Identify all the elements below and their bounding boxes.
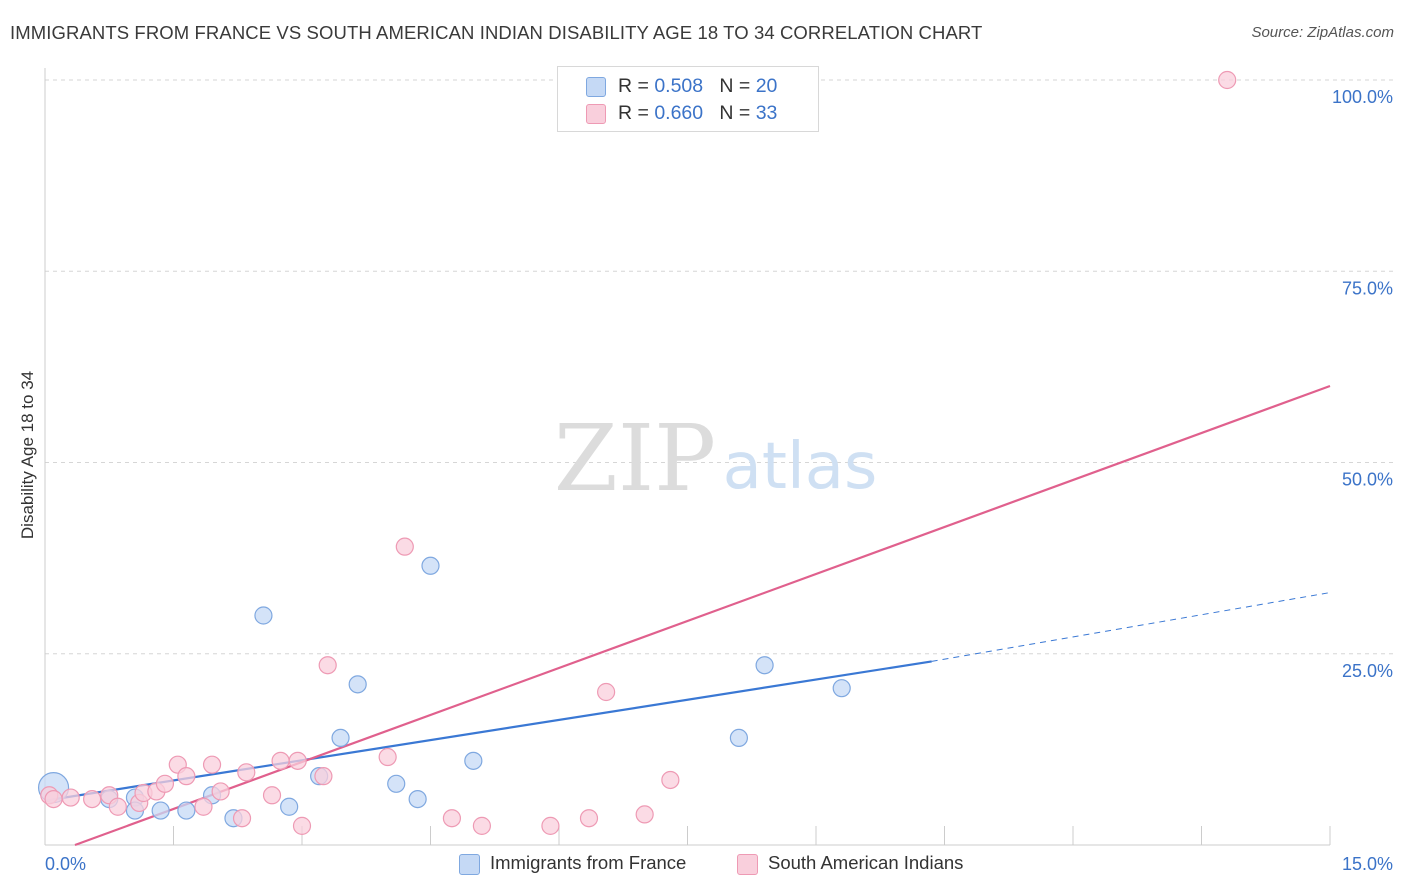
x-tick-label: 0.0% <box>45 854 86 874</box>
france-point <box>151 801 170 820</box>
watermark-zip: ZIP <box>554 405 716 512</box>
y-tick-label: 25.0% <box>1342 661 1393 681</box>
source-label: Source: ZipAtlas.com <box>1251 24 1394 41</box>
legend-text-sai: R = 0.660 N = 33 <box>618 102 777 125</box>
sai-point <box>232 809 252 828</box>
sai-point <box>44 789 63 809</box>
legend-n-label: N = <box>719 75 756 97</box>
france-point <box>755 656 774 675</box>
sai-point <box>1218 70 1237 90</box>
legend-swatch-blue <box>586 77 606 97</box>
correlation-legend: R = 0.508 N = 20 R = 0.660 N = 33 <box>557 66 819 132</box>
sai-point <box>378 747 397 767</box>
france-point <box>280 797 299 816</box>
sai-point <box>61 788 80 807</box>
sai-point <box>292 816 312 835</box>
france-point <box>331 728 350 748</box>
sai-point <box>83 789 102 809</box>
y-tick-label: 100.0% <box>1332 87 1393 107</box>
x-tick-label: 15.0% <box>1342 854 1393 874</box>
sai-point <box>262 786 282 805</box>
legend-r-label: R = <box>618 102 655 124</box>
bottom-legend-swatch-pink <box>737 854 758 875</box>
axes <box>44 68 1331 846</box>
chart-title: IMMIGRANTS FROM FRANCE VS SOUTH AMERICAN… <box>10 22 983 43</box>
france-point <box>254 606 273 625</box>
legend-r-value: 0.660 <box>654 102 704 124</box>
watermark: ZIP atlas <box>554 405 877 512</box>
watermark-atlas: atlas <box>723 430 878 504</box>
france-point <box>177 801 196 820</box>
sai-point <box>108 797 127 816</box>
sai-point <box>635 805 654 824</box>
sai-point <box>395 537 414 556</box>
y-tick-label: 75.0% <box>1342 278 1393 298</box>
france-point <box>832 679 851 698</box>
sai-point <box>661 770 680 790</box>
sai-point <box>579 809 599 828</box>
sai-point <box>271 751 290 770</box>
france-point <box>464 751 483 770</box>
gridlines <box>45 79 1395 655</box>
sai-point <box>237 763 256 782</box>
france-point <box>348 675 367 694</box>
sai-point <box>318 656 337 675</box>
france-point <box>408 789 427 809</box>
france-trendline-extension <box>931 592 1331 662</box>
sai-point <box>211 782 230 801</box>
sai-point <box>541 816 560 835</box>
sai-point <box>442 809 462 828</box>
legend-swatch-pink <box>586 104 606 124</box>
tick-labels: 100.0% 75.0% 50.0% 25.0% 0.0% 15.0% <box>45 87 1393 874</box>
sai-point <box>155 774 175 793</box>
legend-r-value: 0.508 <box>654 75 704 97</box>
legend-r-label: R = <box>618 75 655 97</box>
legend-text-france: R = 0.508 N = 20 <box>618 75 777 98</box>
legend-n-value: 33 <box>755 102 778 124</box>
bottom-legend-swatch-blue <box>459 854 480 875</box>
france-point <box>729 728 749 748</box>
sai-point <box>202 755 222 774</box>
sai-point <box>314 767 333 786</box>
sai-point <box>597 682 616 702</box>
france-point <box>421 556 440 575</box>
bottom-legend-label-sai: South American Indians <box>768 852 964 873</box>
sai-point <box>177 767 196 786</box>
sai-point <box>288 751 307 770</box>
france-point <box>387 774 406 793</box>
sai-point <box>472 816 491 835</box>
bottom-legend-label-france: Immigrants from France <box>490 852 687 873</box>
sai-point <box>194 797 213 816</box>
data-points <box>37 70 1237 835</box>
legend-n-label: N = <box>719 102 756 124</box>
y-tick-label: 50.0% <box>1342 470 1393 490</box>
legend-n-value: 20 <box>755 75 778 97</box>
